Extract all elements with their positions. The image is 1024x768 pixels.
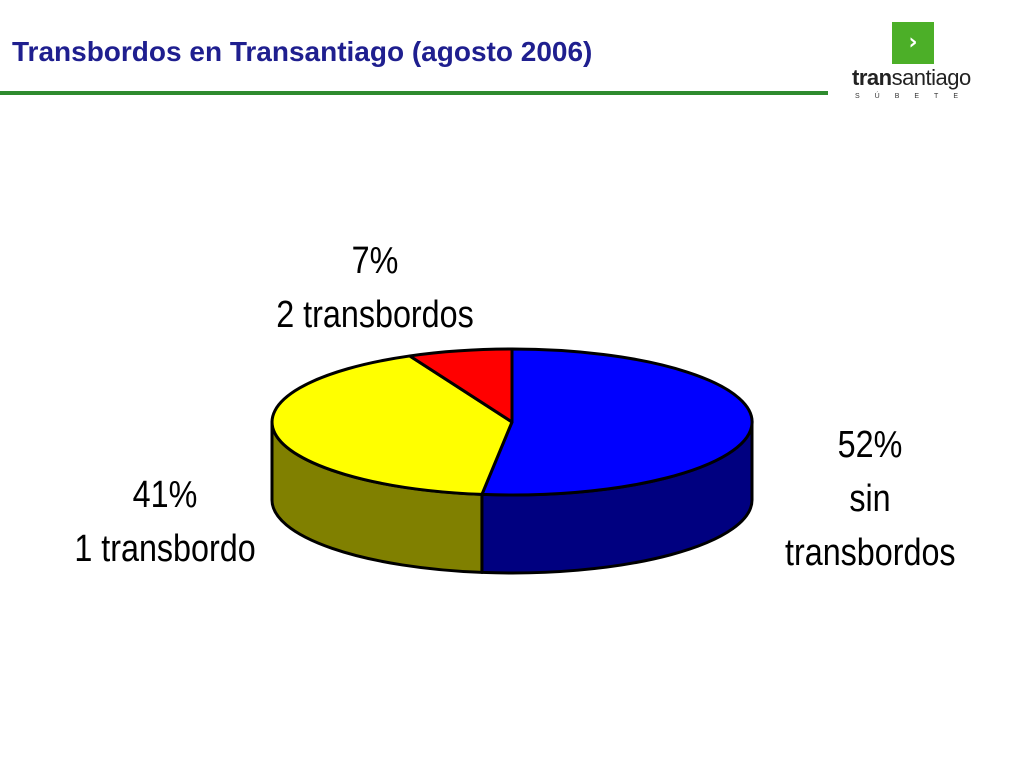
slice-label-line: transbordos [785, 532, 956, 574]
logo-wordmark: transantiago [852, 65, 971, 91]
slice-percent: 41% [132, 474, 198, 516]
logo-tagline: SÚBETE [855, 93, 974, 100]
pie-slice-0 [480, 347, 754, 497]
title-divider [0, 91, 828, 95]
pie-slice-2 [408, 347, 514, 424]
slice-label-line: 1 transbordo [74, 528, 256, 570]
slice-label-1-transbordo: 41% 1 transbordo [67, 468, 263, 576]
slice-percent: 52% [837, 424, 903, 466]
slice-label-sin-transbordos: 52% sin transbordos [785, 418, 956, 580]
slice-label-line: sin [849, 478, 891, 520]
slice-percent: 7% [351, 240, 399, 282]
slide-title: Transbordos en Transantiago (agosto 2006… [12, 36, 593, 67]
logo-square: › [892, 22, 934, 64]
logo-word-rest: santiago [891, 65, 972, 90]
slice-label-line: 2 transbordos [276, 294, 474, 336]
logo-word-bold: tran [852, 65, 892, 90]
slice-label-2-transbordos: 7% 2 transbordos [273, 234, 477, 342]
pie-slice-1 [270, 354, 514, 496]
chevron-right-icon: › [908, 30, 918, 55]
transantiago-logo: › transantiago SÚBETE [845, 22, 980, 102]
